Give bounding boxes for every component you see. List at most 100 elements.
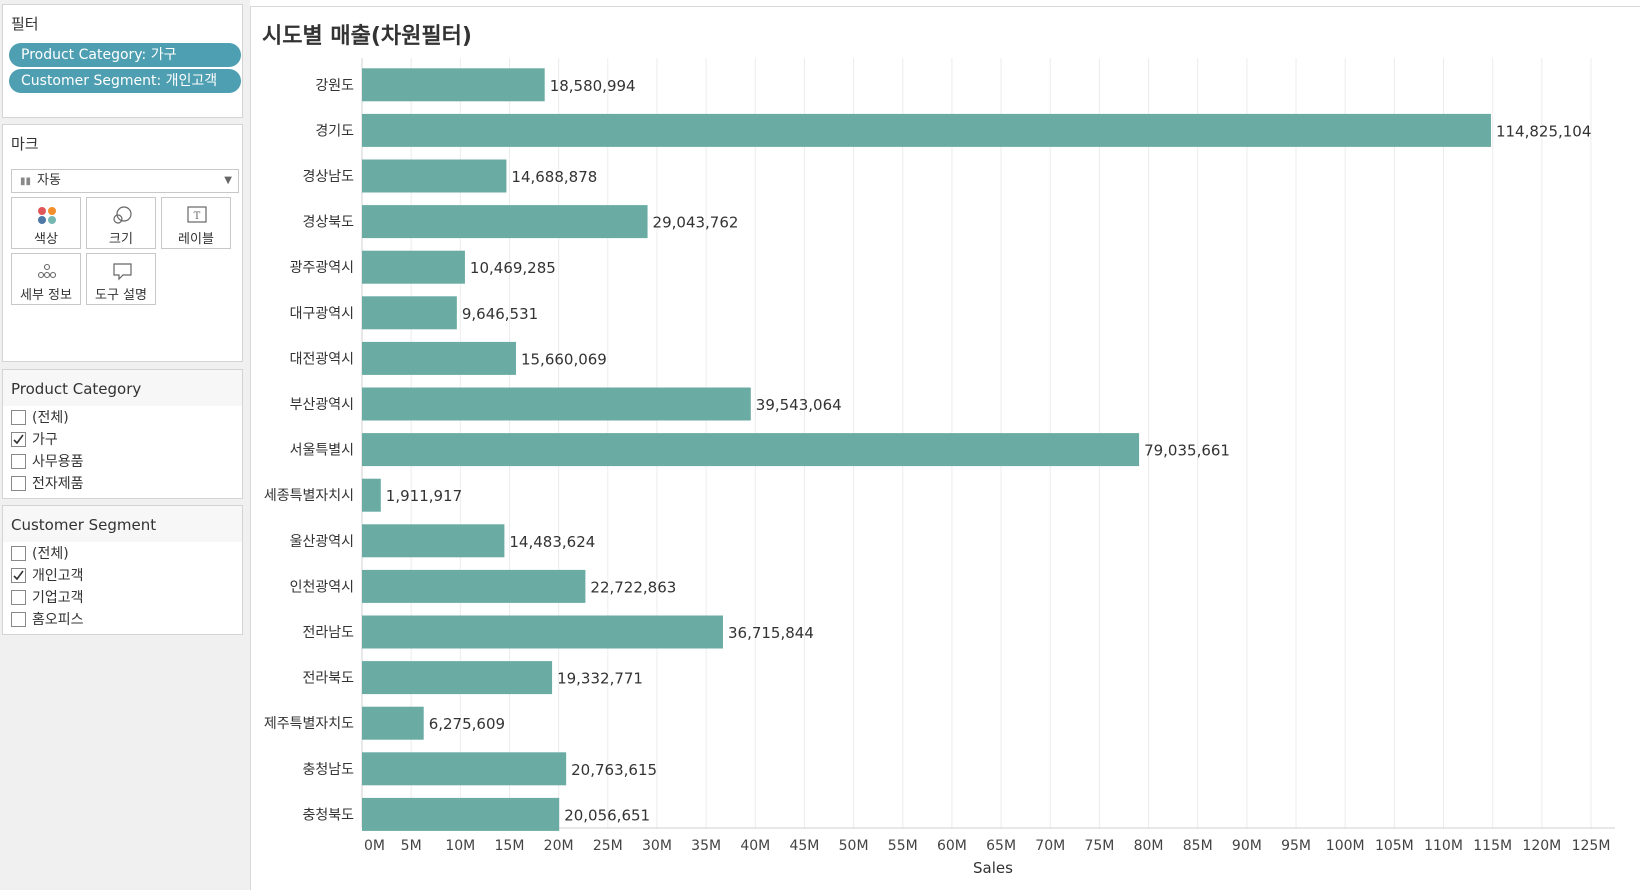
checkbox[interactable] <box>11 589 26 605</box>
customer-segment-title: Customer Segment <box>11 516 157 534</box>
x-tick-label: 70M <box>1035 838 1065 854</box>
data-label: 39,543,064 <box>756 396 842 414</box>
customer-segment-header: Customer Segment <box>3 506 242 542</box>
filter-option[interactable]: 홈오피스 <box>11 610 84 630</box>
detail-icon <box>37 263 57 279</box>
x-tick-label: 80M <box>1134 838 1164 854</box>
data-label: 14,483,624 <box>509 533 595 551</box>
filters-title: 필터 <box>11 15 39 33</box>
size-button[interactable]: 크기 <box>86 197 156 249</box>
x-tick-label: 125M <box>1572 838 1611 854</box>
data-label: 6,275,609 <box>429 715 505 733</box>
bar-6 <box>362 341 516 375</box>
checkbox[interactable] <box>11 409 26 425</box>
filter-pill-product-category[interactable]: Product Category: 가구 <box>9 43 241 67</box>
size-button-label: 크기 <box>109 232 133 247</box>
checkbox-checked[interactable] <box>11 431 26 447</box>
category-label: 경기도 <box>315 123 354 139</box>
data-label: 19,332,771 <box>557 670 643 688</box>
option-label: 홈오피스 <box>32 612 84 628</box>
bar-16 <box>362 797 560 831</box>
label-button[interactable]: T 레이블 <box>161 197 231 249</box>
filter-option[interactable]: 가구 <box>11 430 58 450</box>
category-label: 경상북도 <box>302 215 354 231</box>
category-label: 부산광역시 <box>290 397 354 413</box>
bar-15 <box>362 752 567 786</box>
filter-pill-customer-segment[interactable]: Customer Segment: 개인고객 <box>9 69 241 93</box>
data-label: 114,825,104 <box>1496 122 1591 140</box>
x-tick-label: 65M <box>986 838 1016 854</box>
data-label: 20,763,615 <box>571 761 657 779</box>
bar-14 <box>362 706 424 740</box>
filter-option[interactable]: (전체) <box>11 544 69 564</box>
filter-option[interactable]: (전체) <box>11 408 69 428</box>
bar-2 <box>362 159 507 193</box>
data-label: 20,056,651 <box>564 806 650 824</box>
option-label: (전체) <box>32 410 69 426</box>
x-tick-label: 120M <box>1522 838 1561 854</box>
x-tick-label: 60M <box>937 838 967 854</box>
bar-8 <box>362 433 1140 467</box>
color-button-label: 색상 <box>34 232 58 247</box>
data-label: 1,911,917 <box>386 487 462 505</box>
mark-type-dropdown[interactable]: ▮▮ 자동 ▼ <box>11 169 239 193</box>
x-tick-label: 0M <box>364 838 385 854</box>
category-label: 전라남도 <box>302 625 354 641</box>
marks-title: 마크 <box>11 135 39 153</box>
label-button-label: 레이블 <box>178 232 214 247</box>
detail-button[interactable]: 세부 정보 <box>11 253 81 305</box>
product-category-filter-card: Product Category (전체) 가구 사무용품 전자제품 <box>2 369 243 499</box>
option-label: 전자제품 <box>32 476 84 492</box>
chart-title: 시도별 매출(차원필터) <box>262 24 472 49</box>
x-tick-label: 75M <box>1084 838 1114 854</box>
size-icon <box>113 206 132 224</box>
checkbox[interactable] <box>11 545 26 561</box>
category-label: 전라북도 <box>302 671 354 687</box>
customer-segment-filter-card: Customer Segment (전체) 개인고객 기업고객 홈오피스 <box>2 505 243 635</box>
x-tick-label: 100M <box>1326 838 1365 854</box>
category-label: 대전광역시 <box>290 351 354 367</box>
x-tick-label: 95M <box>1281 838 1311 854</box>
x-tick-label: 25M <box>593 838 623 854</box>
data-label: 9,646,531 <box>462 305 538 323</box>
category-label: 경상남도 <box>302 169 354 185</box>
filter-option[interactable]: 개인고객 <box>11 566 84 586</box>
filter-option[interactable]: 기업고객 <box>11 588 84 608</box>
bar-4 <box>362 250 465 284</box>
tooltip-icon <box>113 263 132 281</box>
product-category-header: Product Category <box>3 370 242 406</box>
x-tick-label: 45M <box>789 838 819 854</box>
category-label: 충청남도 <box>302 762 354 778</box>
data-label: 18,580,994 <box>550 77 636 95</box>
data-label: 14,688,878 <box>511 168 597 186</box>
label-icon: T <box>187 206 207 223</box>
category-label: 대구광역시 <box>290 306 354 322</box>
category-label: 강원도 <box>315 78 354 94</box>
x-tick-label: 85M <box>1183 838 1213 854</box>
data-label: 15,660,069 <box>521 350 607 368</box>
filter-option[interactable]: 전자제품 <box>11 474 84 494</box>
bar-10 <box>362 524 505 558</box>
x-tick-label: 35M <box>691 838 721 854</box>
x-tick-label: 5M <box>401 838 422 854</box>
category-label: 세종특별자치시 <box>264 488 354 504</box>
marks-panel: 마크 ▮▮ 자동 ▼ 색상 크기 T 레이블 <box>2 124 243 362</box>
tooltip-button[interactable]: 도구 설명 <box>86 253 156 305</box>
checkbox[interactable] <box>11 611 26 627</box>
checkbox[interactable] <box>11 475 26 491</box>
checkbox-checked[interactable] <box>11 567 26 583</box>
color-button[interactable]: 색상 <box>11 197 81 249</box>
data-label: 22,722,863 <box>590 578 676 596</box>
option-label: 가구 <box>32 432 58 448</box>
checkmark-icon <box>13 570 24 580</box>
bar-12 <box>362 615 723 649</box>
chevron-down-icon: ▼ <box>224 175 232 186</box>
filters-panel: 필터 Product Category: 가구 Customer Segment… <box>2 4 243 118</box>
option-label: (전체) <box>32 546 69 562</box>
filter-option[interactable]: 사무용품 <box>11 452 84 472</box>
checkbox[interactable] <box>11 453 26 469</box>
category-label: 제주특별자치도 <box>264 716 354 732</box>
category-label: 서울특별시 <box>290 443 354 459</box>
x-tick-label: 20M <box>544 838 574 854</box>
